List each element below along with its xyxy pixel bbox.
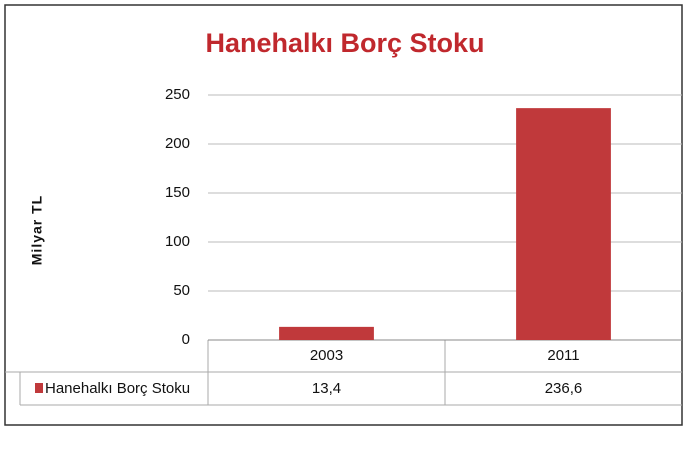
x-tick-label: 2011 [547, 347, 579, 364]
chart-title: Hanehalkı Borç Stoku [205, 28, 484, 58]
y-tick-label: 150 [165, 184, 190, 201]
legend-swatch [35, 383, 43, 393]
y-tick-label: 0 [182, 331, 190, 348]
bar [279, 326, 374, 340]
y-tick-label: 50 [173, 282, 190, 299]
y-tick-label: 100 [165, 233, 190, 250]
y-tick-label: 200 [165, 135, 190, 152]
bar [516, 108, 611, 340]
table-value: 13,4 [312, 380, 341, 397]
legend-label: Hanehalkı Borç Stoku [45, 380, 190, 397]
y-axis-label: Milyar TL [29, 195, 45, 265]
y-tick-label: 250 [165, 86, 190, 103]
table-value: 236,6 [545, 380, 583, 397]
x-tick-label: 2003 [310, 347, 343, 364]
